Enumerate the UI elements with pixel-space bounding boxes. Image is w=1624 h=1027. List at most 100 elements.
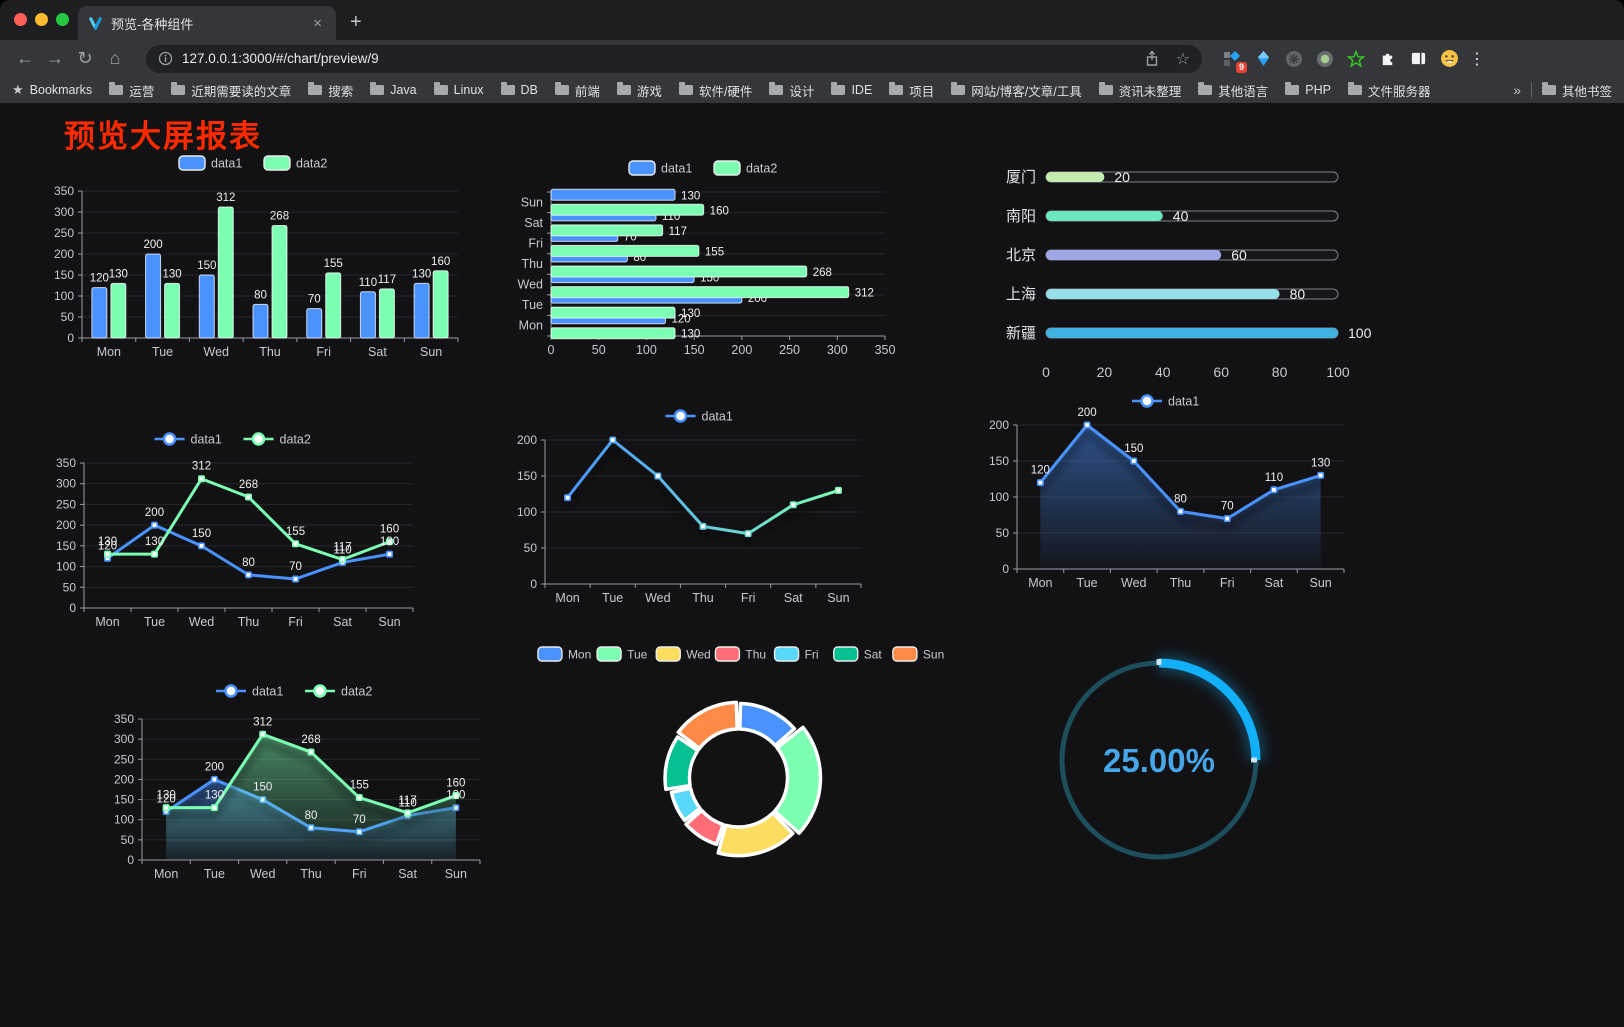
extension-green-star-icon[interactable] xyxy=(1346,49,1366,69)
svg-text:130: 130 xyxy=(446,790,465,802)
svg-text:110: 110 xyxy=(1265,472,1283,484)
svg-text:300: 300 xyxy=(54,205,74,219)
svg-text:155: 155 xyxy=(705,246,724,258)
svg-text:新疆: 新疆 xyxy=(1006,325,1036,342)
chart-grouped-bar[interactable]: data1 data2 0 50 100 150 200 250 300 350 Mon Tue Wed… xyxy=(40,143,470,368)
svg-text:200: 200 xyxy=(56,518,76,532)
bookmark-folder-item[interactable]: 设计 xyxy=(769,81,814,100)
svg-text:160: 160 xyxy=(710,205,729,217)
bookmark-folder-item[interactable]: 资讯未整理 xyxy=(1098,81,1181,100)
bookmark-folder-item[interactable]: 运营 xyxy=(109,81,154,100)
svg-text:200: 200 xyxy=(517,433,537,447)
chart-line-two-area[interactable]: data1 data2 0 50 100 150 200 250 300 350 Mon Tue Wed… xyxy=(100,675,492,890)
bookmark-folder-item[interactable]: 搜索 xyxy=(308,81,353,100)
url-text: 127.0.0.1:3000/#/chart/preview/9 xyxy=(182,51,379,66)
svg-text:50: 50 xyxy=(61,310,75,324)
close-window-button[interactable] xyxy=(14,13,27,26)
bookmark-folder-item[interactable]: 网站/博客/文章/工具 xyxy=(951,81,1082,100)
svg-text:70: 70 xyxy=(353,814,366,826)
svg-text:data1: data1 xyxy=(1168,395,1199,409)
svg-text:117: 117 xyxy=(333,542,351,554)
svg-text:20: 20 xyxy=(1114,169,1130,185)
reload-icon[interactable]: ↻ xyxy=(77,48,93,68)
svg-text:120: 120 xyxy=(157,794,176,806)
bookmark-folder-item[interactable]: 前端 xyxy=(554,81,600,100)
folder-icon xyxy=(1198,82,1213,95)
bookmark-folder-item[interactable]: Java xyxy=(370,82,417,97)
bookmark-folder-item[interactable]: PHP xyxy=(1285,82,1331,97)
bookmarks-star-icon: ★ xyxy=(12,82,24,97)
back-icon[interactable]: ← xyxy=(16,48,34,68)
url-bar[interactable]: 127.0.0.1:3000/#/chart/preview/9 ☆ xyxy=(146,44,1202,73)
bookmark-folder-label: 文件服务器 xyxy=(1367,84,1431,99)
extension-grid-icon[interactable]: 9 xyxy=(1222,49,1247,73)
other-bookmarks-folder[interactable]: 其他书签 xyxy=(1541,81,1612,100)
chart-ring-gauge[interactable]: 25.00% xyxy=(1040,643,1278,881)
svg-text:data1: data1 xyxy=(661,162,692,176)
bookmark-folder-item[interactable]: 近期需要读的文章 xyxy=(171,81,291,100)
bookmarks-manager[interactable]: ★ Bookmarks xyxy=(12,82,92,98)
svg-text:Thu: Thu xyxy=(521,257,543,271)
chart-progress-bars[interactable]: 厦门 20 南阳 40 北京 60 上海 80 新疆 100 0 20 40 60 80 100 xyxy=(990,153,1382,391)
svg-text:130: 130 xyxy=(380,536,399,548)
svg-text:117: 117 xyxy=(669,226,687,238)
fullscreen-window-button[interactable] xyxy=(56,13,69,26)
bookmark-folder-item[interactable]: Linux xyxy=(433,82,484,97)
side-panel-icon[interactable] xyxy=(1408,49,1428,69)
bookmark-folder-item[interactable]: DB xyxy=(500,82,538,97)
bookmark-folder-item[interactable]: 文件服务器 xyxy=(1347,81,1431,100)
tab-close-icon[interactable]: × xyxy=(313,14,322,32)
svg-text:50: 50 xyxy=(63,580,77,594)
share-icon[interactable] xyxy=(1144,50,1160,67)
dashboard-page: 预览大屏报表 data1 data2 0 50 100 150 200 250 300 350 Mo… xyxy=(0,103,1624,1027)
bookmarks-overflow-icon[interactable]: » xyxy=(1513,82,1521,98)
svg-text:200: 200 xyxy=(114,772,134,786)
folder-icon xyxy=(308,82,323,95)
svg-text:Sat: Sat xyxy=(784,591,803,605)
svg-text:厦门: 厦门 xyxy=(1006,169,1036,186)
svg-text:200: 200 xyxy=(143,239,162,251)
minimize-window-button[interactable] xyxy=(35,13,48,26)
forward-icon[interactable]: → xyxy=(46,48,64,68)
svg-text:117: 117 xyxy=(398,795,416,807)
svg-text:Mon: Mon xyxy=(97,345,121,359)
folder-icon xyxy=(554,82,569,95)
bookmark-folder-label: PHP xyxy=(1305,83,1331,97)
extension-gray-gear-icon[interactable] xyxy=(1284,49,1304,69)
home-icon[interactable]: ⌂ xyxy=(109,48,121,68)
extensions-puzzle-icon[interactable] xyxy=(1377,49,1397,69)
svg-text:250: 250 xyxy=(54,226,74,240)
svg-text:70: 70 xyxy=(1221,501,1234,513)
svg-text:312: 312 xyxy=(253,716,272,728)
site-info-icon[interactable] xyxy=(158,51,173,66)
browser-tab[interactable]: 预览-各种组件 × xyxy=(78,6,336,40)
extension-kite-icon[interactable] xyxy=(1253,49,1273,69)
svg-text:70: 70 xyxy=(289,561,302,573)
bookmark-folder-item[interactable]: IDE xyxy=(831,82,872,97)
bookmark-folder-item[interactable]: 其他语言 xyxy=(1198,81,1268,100)
bookmark-folder-item[interactable]: 软件/硬件 xyxy=(678,81,752,100)
chart-line-gradient[interactable]: data1 0 50 100 150 200 Mon Tue Wed Thu Fri Sat Sun xyxy=(505,400,897,612)
chart-line-area[interactable]: data1 0 50 100 150 200 Mon Tue Wed Thu Fri Sat Sun 12… xyxy=(975,385,1360,597)
bookmark-star-icon[interactable]: ☆ xyxy=(1175,50,1190,68)
bookmark-folder-item[interactable]: 项目 xyxy=(889,81,934,100)
extension-record-icon[interactable] xyxy=(1315,49,1335,69)
bookmark-folder-label: 其他语言 xyxy=(1218,84,1269,99)
svg-text:300: 300 xyxy=(56,477,76,491)
svg-text:130: 130 xyxy=(681,190,700,202)
svg-text:200: 200 xyxy=(54,247,74,261)
emoji-extension-icon[interactable] xyxy=(1439,49,1459,69)
bookmark-folder-item[interactable]: 游戏 xyxy=(616,81,662,100)
browser-menu-icon[interactable]: ⋮ xyxy=(1469,50,1485,68)
chart-rose-donut[interactable]: Mon Tue Wed Thu Fri Sat Sun xyxy=(537,638,944,886)
svg-text:Sat: Sat xyxy=(524,216,543,230)
svg-text:Tue: Tue xyxy=(522,298,543,312)
folder-icon xyxy=(678,82,693,95)
svg-text:0: 0 xyxy=(127,853,134,867)
folder-icon xyxy=(1098,82,1113,95)
bookmark-folder-label: 设计 xyxy=(789,84,815,99)
chart-line-two-series[interactable]: data1 data2 0 50 100 150 200 250 300 350 Mon Tue Wed… xyxy=(42,423,427,638)
svg-text:100: 100 xyxy=(1326,364,1350,380)
new-tab-button[interactable]: + xyxy=(350,11,362,33)
